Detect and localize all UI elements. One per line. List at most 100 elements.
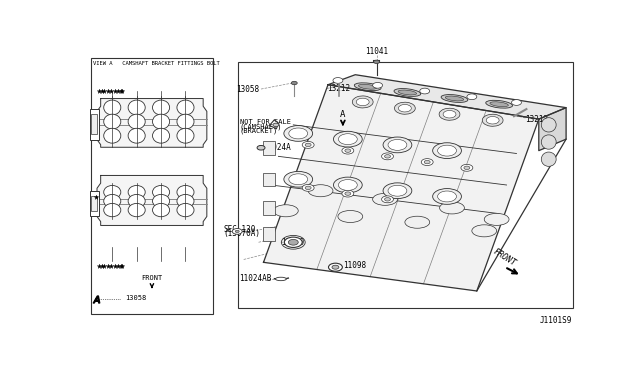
Polygon shape [539,108,566,151]
Ellipse shape [333,177,362,193]
Circle shape [464,166,470,170]
Ellipse shape [152,114,170,129]
Ellipse shape [333,131,362,147]
Text: 11024A: 11024A [264,143,291,152]
Ellipse shape [177,100,194,115]
Text: 11099: 11099 [281,238,304,247]
Circle shape [421,158,433,166]
Ellipse shape [441,94,468,102]
Ellipse shape [104,128,121,143]
FancyBboxPatch shape [237,62,573,308]
Ellipse shape [383,183,412,199]
Ellipse shape [284,126,312,141]
Ellipse shape [152,128,170,143]
Ellipse shape [490,102,508,107]
Ellipse shape [284,171,312,187]
Text: (BRACKET): (BRACKET) [240,128,278,134]
Ellipse shape [104,100,121,115]
FancyBboxPatch shape [262,227,275,241]
Text: NOT FOR SALE: NOT FOR SALE [240,119,291,125]
Ellipse shape [104,186,121,199]
Ellipse shape [104,195,121,208]
Circle shape [232,228,242,234]
Ellipse shape [177,203,194,217]
Ellipse shape [355,83,381,91]
Ellipse shape [388,185,407,196]
Ellipse shape [273,205,298,217]
Circle shape [345,192,351,195]
Ellipse shape [104,114,121,129]
Text: FRONT: FRONT [491,247,517,267]
Ellipse shape [541,152,556,166]
Ellipse shape [405,216,429,228]
Circle shape [385,155,390,158]
Text: 13058: 13058 [236,84,260,93]
Text: VIEW A   CAMSHAFT BRACKET FITTINGS BOLT: VIEW A CAMSHAFT BRACKET FITTINGS BOLT [93,61,220,66]
Ellipse shape [439,108,460,120]
Ellipse shape [104,203,121,217]
Polygon shape [264,85,539,291]
Circle shape [302,185,314,191]
Text: J1101S9: J1101S9 [540,316,572,325]
Ellipse shape [338,211,363,222]
Ellipse shape [394,89,420,96]
Circle shape [342,190,354,197]
Ellipse shape [128,114,145,129]
Ellipse shape [433,143,461,158]
Ellipse shape [128,100,145,115]
Ellipse shape [445,96,464,101]
Ellipse shape [128,128,145,143]
Circle shape [467,94,477,100]
FancyBboxPatch shape [90,191,99,217]
Circle shape [345,149,351,153]
Ellipse shape [128,203,145,217]
Circle shape [257,145,265,150]
Circle shape [461,164,473,171]
Ellipse shape [372,193,397,205]
FancyBboxPatch shape [262,141,275,155]
Ellipse shape [352,96,373,108]
Circle shape [381,196,394,203]
Ellipse shape [356,98,369,106]
Ellipse shape [308,185,333,197]
Text: 11041: 11041 [365,47,388,56]
Ellipse shape [358,84,377,89]
Circle shape [342,147,354,154]
Ellipse shape [383,137,412,153]
Circle shape [424,160,430,164]
Ellipse shape [388,140,407,150]
Circle shape [284,237,302,247]
Text: 13212: 13212 [327,84,350,93]
Ellipse shape [128,186,145,199]
Circle shape [302,141,314,148]
Circle shape [291,81,297,85]
Ellipse shape [339,134,357,145]
Circle shape [420,88,429,94]
Ellipse shape [443,110,456,118]
Ellipse shape [398,90,417,95]
Ellipse shape [486,116,499,124]
Text: A: A [340,110,346,119]
Circle shape [511,100,522,105]
Ellipse shape [289,174,308,185]
Circle shape [333,78,343,83]
FancyBboxPatch shape [91,196,97,211]
Circle shape [372,83,383,88]
Ellipse shape [177,186,194,199]
Ellipse shape [472,225,497,237]
Ellipse shape [177,128,194,143]
Ellipse shape [394,102,415,114]
Circle shape [273,123,279,126]
Text: (13070A): (13070A) [224,229,261,238]
Ellipse shape [128,195,145,208]
Ellipse shape [483,114,503,126]
Circle shape [385,198,390,201]
Ellipse shape [177,114,194,129]
Ellipse shape [484,214,509,225]
Polygon shape [97,176,207,225]
Ellipse shape [541,135,556,149]
Ellipse shape [275,277,286,280]
Ellipse shape [339,180,357,190]
Ellipse shape [438,191,456,202]
Polygon shape [328,75,566,119]
